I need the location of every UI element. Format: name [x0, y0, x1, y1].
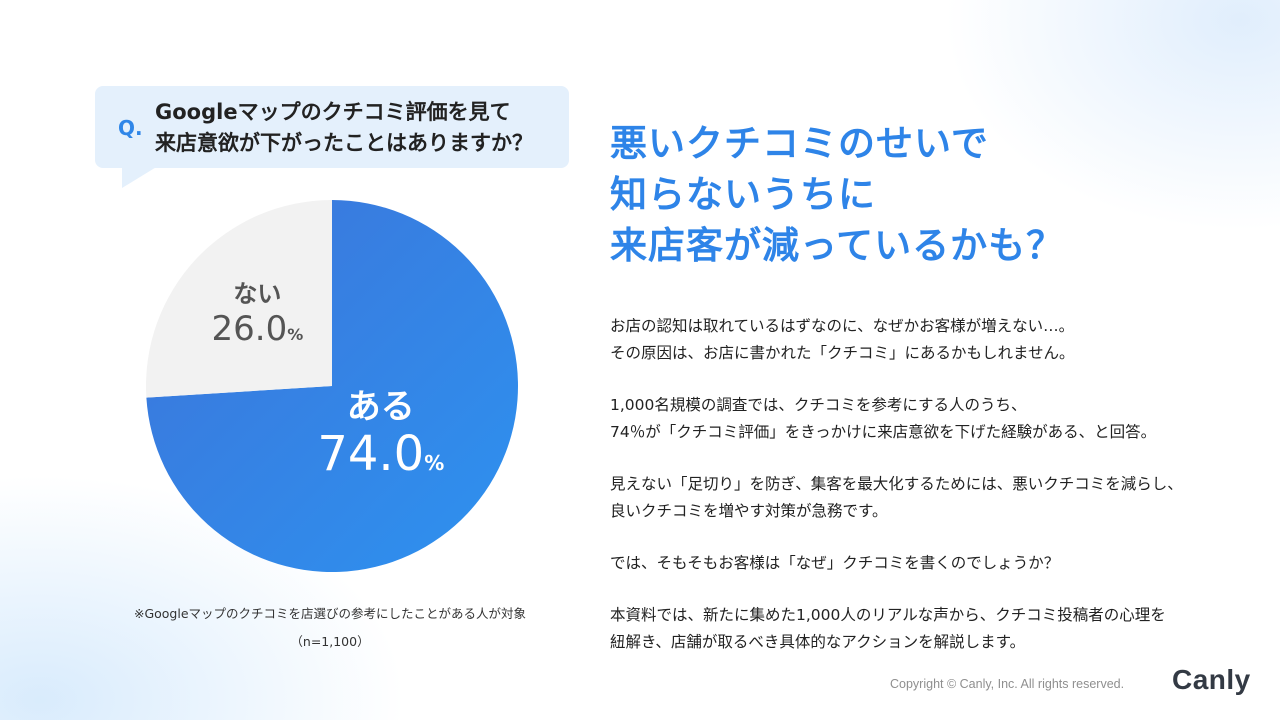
- body-line: 74％が「クチコミ評価」をきっかけに来店意欲を下げた経験がある、と回答。: [610, 423, 1157, 441]
- question-bubble: [95, 86, 569, 168]
- pie-slice-label: ある: [347, 387, 415, 427]
- headline-line: 来店客が減っているかも？: [610, 224, 1065, 267]
- chart-footnote: ※Googleマップのクチコミを店選びの参考にしたことがある人が対象 （n=1,…: [80, 600, 580, 656]
- pie-slice-unit: %: [287, 325, 303, 344]
- question-text: Googleマップのクチコミ評価を見て 来店意欲が下がったことはありますか？: [155, 97, 565, 159]
- body-paragraph: お店の認知は取れているはずなのに、なぜかお客様が増えない…。 その原因は、お店に…: [610, 313, 1250, 367]
- question-bubble-tail: [122, 166, 158, 188]
- headline-line: 知らないうちに: [610, 173, 876, 216]
- pie-slice-label: ない: [233, 280, 281, 308]
- footnote-sample: （n=1,100）: [290, 634, 370, 649]
- question-marker: Q.: [118, 116, 143, 140]
- copyright-text: Copyright © Canly, Inc. All rights reser…: [890, 677, 1125, 691]
- body-paragraph: 本資料では、新たに集めた1,000人のリアルな声から、クチコミ投稿者の心理を 紐…: [610, 602, 1250, 656]
- body-paragraph: 見えない「足切り」を防ぎ、集客を最大化するためには、悪いクチコミを減らし、 良い…: [610, 471, 1250, 525]
- question-line: 来店意欲が下がったことはありますか？: [155, 131, 533, 155]
- brand-logo: Canly: [1172, 664, 1251, 695]
- body-line: 1,000名規模の調査では、クチコミを参考にする人のうち、: [610, 396, 1027, 414]
- pie-slice-no: [146, 200, 332, 398]
- pie-slice-value: 74.0%: [317, 426, 444, 482]
- pie-slice-unit: %: [424, 451, 444, 475]
- body-line: 良いクチコミを増やす対策が急務です。: [610, 502, 888, 520]
- body-line: では、そもそもお客様は「なぜ」クチコミを書くのでしょうか？: [610, 554, 1060, 572]
- body-paragraph: では、そもそもお客様は「なぜ」クチコミを書くのでしょうか？: [610, 550, 1250, 577]
- body-line: 本資料では、新たに集めた1,000人のリアルな声から、クチコミ投稿者の心理を: [610, 606, 1166, 624]
- body-line: 見えない「足切り」を防ぎ、集客を最大化するためには、悪いクチコミを減らし、: [610, 475, 1183, 493]
- body-line: お店の認知は取れているはずなのに、なぜかお客様が増えない…。: [610, 317, 1075, 335]
- question-line: Googleマップのクチコミ評価を見て: [155, 100, 511, 124]
- headline-line: 悪いクチコミのせいで: [610, 122, 989, 165]
- body-paragraph: 1,000名規模の調査では、クチコミを参考にする人のうち、 74％が「クチコミ評…: [610, 392, 1250, 446]
- body-line: その原因は、お店に書かれた「クチコミ」にあるかもしれません。: [610, 344, 1075, 362]
- pie-slice-yes: [146, 200, 518, 572]
- headline: 悪いクチコミのせいで 知らないうちに 来店客が減っているかも？: [610, 118, 1064, 271]
- body-line: 紐解き、店舗が取るべき具体的なアクションを解説します。: [610, 633, 1026, 651]
- footnote-note: ※Googleマップのクチコミを店選びの参考にしたことがある人が対象: [133, 606, 527, 621]
- body-text: お店の認知は取れているはずなのに、なぜかお客様が増えない…。 その原因は、お店に…: [610, 313, 1250, 681]
